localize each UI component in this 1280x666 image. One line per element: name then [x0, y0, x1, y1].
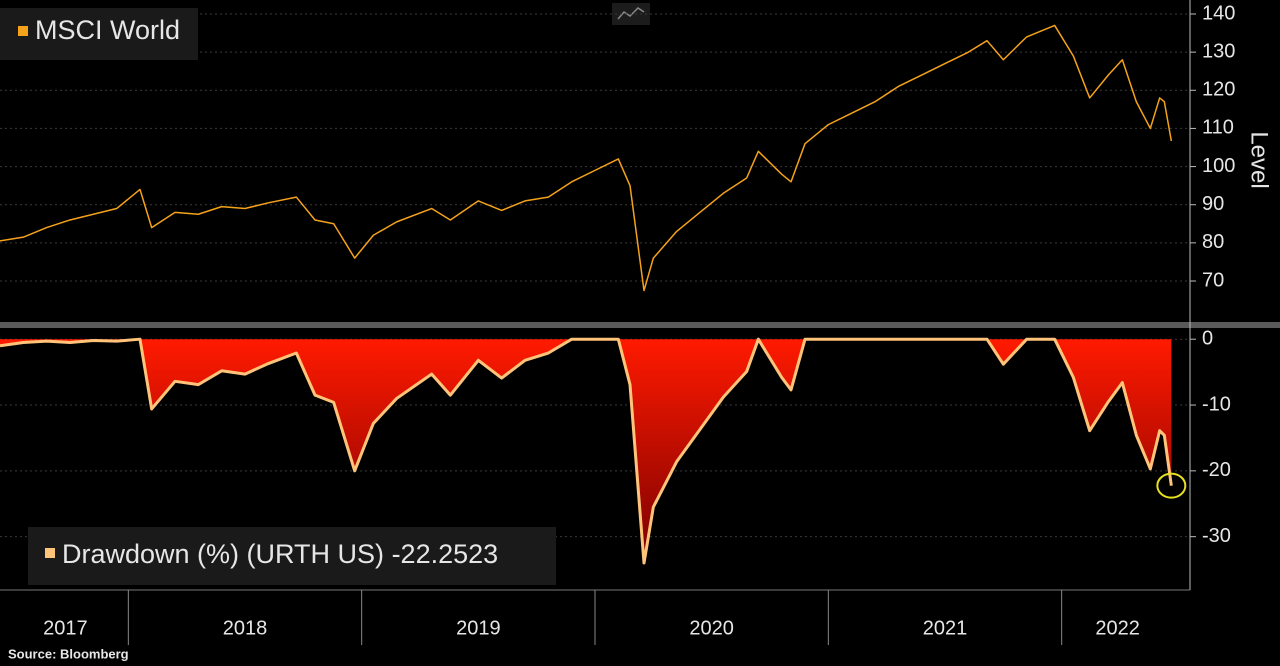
legend-box: [0, 8, 198, 60]
legend-label: Drawdown (%) (URTH US) -22.2523: [62, 539, 498, 569]
x-tick-label: 2020: [689, 617, 734, 639]
level-line: [0, 24, 1173, 292]
y-tick-label: 120: [1202, 79, 1235, 101]
y-tick-label: -10: [1202, 393, 1231, 415]
legend-box: [28, 527, 556, 585]
x-tick-label: 2022: [1095, 617, 1140, 639]
highlight-circle: [1156, 472, 1187, 499]
legend-label: MSCI World: [35, 15, 180, 45]
y-tick-label: 140: [1202, 2, 1235, 24]
legend-last-value: -22.2523: [392, 539, 499, 569]
y-axis-title: Level: [1246, 131, 1273, 188]
x-tick-label: 2021: [923, 617, 968, 639]
x-tick-label: 2018: [223, 617, 268, 639]
legend-swatch: [45, 548, 55, 558]
y-tick-label: 110: [1202, 117, 1234, 139]
y-tick-label: 70: [1202, 269, 1224, 291]
panel-divider: [0, 322, 1280, 328]
x-tick-label: 2019: [456, 617, 501, 639]
y-tick-label: 130: [1202, 40, 1235, 62]
y-tick-label: 100: [1202, 155, 1235, 177]
y-tick-label: -20: [1202, 459, 1231, 481]
plot-layer: 70 80 90 100 110 120 130 140 0 -10 -20 -30 2017 2018 2…: [0, 2, 1235, 645]
y-tick-label: 0: [1202, 327, 1213, 349]
x-tick-label: 2017: [43, 617, 88, 639]
y-tick-label: -30: [1202, 525, 1231, 547]
y-tick-label: 90: [1202, 193, 1224, 215]
source-note: Source: Bloomberg: [8, 646, 129, 661]
legend-series-name: Drawdown (%) (URTH US): [62, 539, 384, 569]
y-tick-label: 80: [1202, 231, 1224, 253]
drawdown-line: [0, 337, 1173, 565]
legend-swatch: [18, 26, 28, 36]
